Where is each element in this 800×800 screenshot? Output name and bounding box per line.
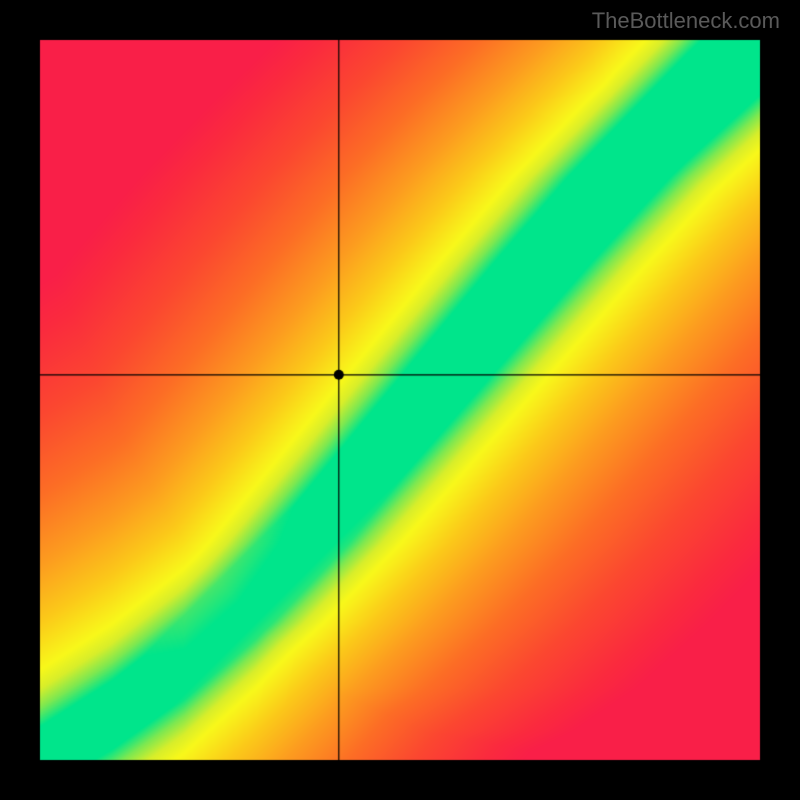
bottleneck-heatmap	[0, 0, 800, 800]
chart-container: TheBottleneck.com	[0, 0, 800, 800]
watermark-text: TheBottleneck.com	[592, 8, 780, 34]
